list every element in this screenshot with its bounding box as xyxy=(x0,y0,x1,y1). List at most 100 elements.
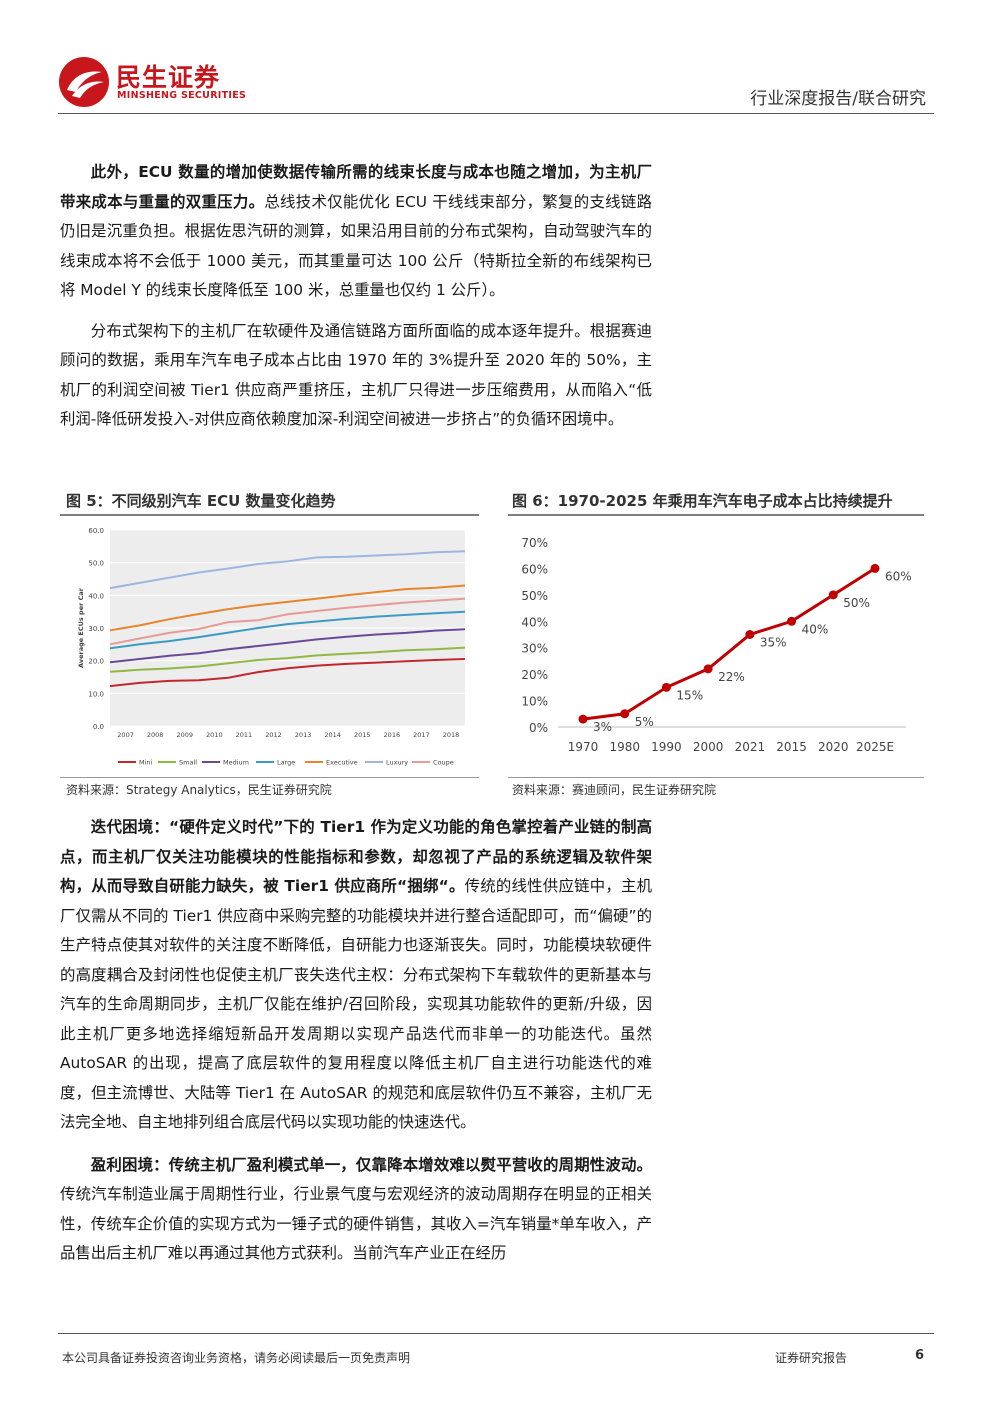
chart5-x-tick: 2015 xyxy=(354,731,371,739)
paragraph-body: 分布式架构下的主机厂在软硬件及通信链路方面所面临的成本逐年提升。根据赛迪顾问的数… xyxy=(60,321,652,429)
chart6-data-point xyxy=(703,664,713,674)
chart5-legend-label: Luxury xyxy=(386,759,408,767)
chart6-x-tick: 1970 xyxy=(568,740,599,754)
chart6-x-tick: 2000 xyxy=(693,740,724,754)
ecu-count-chart: 0.0 10.0 20.0 30.0 40.0 50.0 60.0 2007 2008 2009 2… xyxy=(60,518,479,776)
page-number: 6 xyxy=(915,1348,925,1363)
figure-6-rule xyxy=(508,514,924,516)
chart5-series-mini xyxy=(109,658,466,688)
minsheng-logo-icon xyxy=(59,57,109,107)
chart5-x-tick: 2018 xyxy=(443,731,460,739)
chart5-x-tick: 2016 xyxy=(384,731,401,739)
chart6-data-label: 15% xyxy=(676,688,703,702)
paragraph-lead-bold: 此外，ECU 数量的增加使数据传输所需的线束长度与成本也随之增加，为主机厂带来成… xyxy=(60,163,652,211)
chart5-y-tick: 0.0 xyxy=(93,723,104,731)
chart6-series-line xyxy=(582,567,876,721)
chart6-x-tick: 2015 xyxy=(776,740,807,754)
chart5-x-tick: 2011 xyxy=(236,731,253,739)
report-type: 行业深度报告/联合研究 xyxy=(750,89,926,109)
body-section-top: 此外，ECU 数量的增加使数据传输所需的线束长度与成本也随之增加，为主机厂带来成… xyxy=(60,158,652,435)
chart5-legend-label: Medium xyxy=(223,759,249,767)
chart5-x-tick: 2012 xyxy=(265,731,282,739)
chart6-y-tick: 0% xyxy=(529,721,548,735)
paragraph-body: 总线技术仅能优化 ECU 干线线束部分，繁复的支线链路仍旧是沉重负担。根据佐思汽… xyxy=(60,192,652,300)
chart5-legend-label: Coupe xyxy=(433,759,454,767)
paragraph-profit: 盈利困境：传统主机厂盈利模式单一，仅靠降本增效难以熨平营收的周期性波动。传统汽车… xyxy=(60,1151,652,1269)
chart6-x-tick: 2020 xyxy=(818,740,849,754)
paragraph-iteration: 迭代困境：“硬件定义时代”下的 Tier1 作为定义功能的角色掌控着产业链的制高… xyxy=(60,813,652,1138)
figure-6-title: 图 6：1970-2025 年乘用车汽车电子成本占比持续提升 xyxy=(512,492,893,510)
chart6-y-tick: 10% xyxy=(521,695,548,709)
chart5-x-tick: 2017 xyxy=(413,731,430,739)
brand-name-en: MINSHENG SECURITIES xyxy=(117,90,247,101)
chart6-y-tick: 20% xyxy=(521,668,548,682)
figure-5-rule xyxy=(60,514,479,516)
paragraph-cost: 分布式架构下的主机厂在软硬件及通信链路方面所面临的成本逐年提升。根据赛迪顾问的数… xyxy=(60,317,652,435)
figure-6-bottom-rule xyxy=(508,777,924,778)
chart6-data-label: 50% xyxy=(843,596,870,610)
electronics-cost-share-chart: 0% 10% 20% 30% 40% 50% 60% 70% 1970 1980 1990 2000 2… xyxy=(521,536,912,754)
chart5-y-tick: 40.0 xyxy=(88,592,104,600)
chart6-data-point xyxy=(578,714,588,724)
chart6-y-tick: 30% xyxy=(521,642,548,656)
chart6-y-tick: 50% xyxy=(521,589,548,603)
chart5-legend-label: Executive xyxy=(326,759,358,767)
chart6-data-label: 60% xyxy=(885,569,912,583)
chart6-data-point xyxy=(787,616,797,626)
chart6-x-tick: 2021 xyxy=(735,740,766,754)
brand-name-cn: 民生证券 xyxy=(116,63,221,92)
figure-5-title: 图 5：不同级别汽车 ECU 数量变化趋势 xyxy=(66,492,336,510)
chart5-x-tick: 2014 xyxy=(324,731,341,739)
chart6-data-label: 35% xyxy=(760,636,787,650)
chart6-y-tick: 40% xyxy=(521,615,548,629)
chart5-x-tick: 2009 xyxy=(176,731,193,739)
chart6-data-label: 3% xyxy=(593,720,612,734)
figure-5-source: 资料来源：Strategy Analytics，民生证券研究院 xyxy=(66,783,332,797)
figure-5-bottom-rule xyxy=(60,777,479,778)
chart6-data-label: 5% xyxy=(635,715,654,729)
footer-disclaimer: 本公司具备证券投资咨询业务资格，请务必阅读最后一页免责声明 xyxy=(62,1351,411,1365)
chart5-series-executive xyxy=(109,584,466,632)
footer-divider xyxy=(58,1333,934,1334)
paragraph-body: 传统的线性供应链中，主机厂仅需从不同的 Tier1 供应商中采购完整的功能模块并… xyxy=(60,877,652,1131)
chart5-y-axis-label: Average ECUs per Car xyxy=(77,587,85,668)
chart6-y-tick: 60% xyxy=(521,562,548,576)
chart5-y-tick: 20.0 xyxy=(88,658,104,666)
chart5-legend-label: Mini xyxy=(139,759,153,767)
chart5-legend-label: Large xyxy=(277,759,295,767)
chart5-x-tick: 2013 xyxy=(295,731,312,739)
chart5-series-luxury xyxy=(109,550,466,590)
chart6-data-point xyxy=(745,630,755,639)
chart5-legend-label: Small xyxy=(179,759,197,767)
chart5-y-tick: 10.0 xyxy=(88,690,104,698)
chart5-series-coupe xyxy=(109,597,466,646)
chart5-y-tick: 50.0 xyxy=(88,560,104,568)
footer-doc-type: 证券研究报告 xyxy=(775,1351,848,1365)
chart6-data-point xyxy=(870,563,880,573)
chart5-series-large xyxy=(109,610,466,650)
header-divider xyxy=(58,113,934,114)
chart6-x-tick: 1980 xyxy=(609,740,640,754)
chart5-y-tick: 30.0 xyxy=(88,625,104,633)
paragraph-lead-bold: 迭代困境：“硬件定义时代”下的 Tier1 作为定义功能的角色掌控着产业链的制高… xyxy=(60,818,652,895)
paragraph-wire-harness: 此外，ECU 数量的增加使数据传输所需的线束长度与成本也随之增加，为主机厂带来成… xyxy=(60,158,652,306)
chart6-x-tick: 1990 xyxy=(651,740,682,754)
chart6-y-tick: 70% xyxy=(521,536,548,550)
chart5-x-tick: 2008 xyxy=(147,731,164,739)
page-header: 民生证券 MINSHENG SECURITIES 行业深度报告/联合研究 xyxy=(58,50,934,114)
chart5-y-tick: 60.0 xyxy=(88,527,104,535)
chart6-data-label: 22% xyxy=(718,670,745,684)
chart5-x-tick: 2007 xyxy=(117,731,134,739)
chart5-x-tick: 2010 xyxy=(206,731,223,739)
chart6-data-point xyxy=(828,590,838,600)
chart6-data-point xyxy=(620,709,630,719)
paragraph-lead-bold: 盈利困境：传统主机厂盈利模式单一，仅靠降本增效难以熨平营收的周期性波动。 xyxy=(90,1155,652,1174)
body-section-bottom: 迭代困境：“硬件定义时代”下的 Tier1 作为定义功能的角色掌控着产业链的制高… xyxy=(60,813,652,1269)
figure-6-source: 资料来源：赛迪顾问，民生证券研究院 xyxy=(512,783,717,797)
chart5-series-small xyxy=(109,646,466,673)
chart6-x-tick: 2025E xyxy=(856,740,894,754)
chart6-data-label: 40% xyxy=(802,622,829,636)
paragraph-body: 传统汽车制造业属于周期性行业，行业景气度与宏观经济的波动周期存在明显的正相关性，… xyxy=(60,1185,652,1262)
chart6-data-point xyxy=(661,682,671,692)
chart5-series-medium xyxy=(109,628,466,664)
